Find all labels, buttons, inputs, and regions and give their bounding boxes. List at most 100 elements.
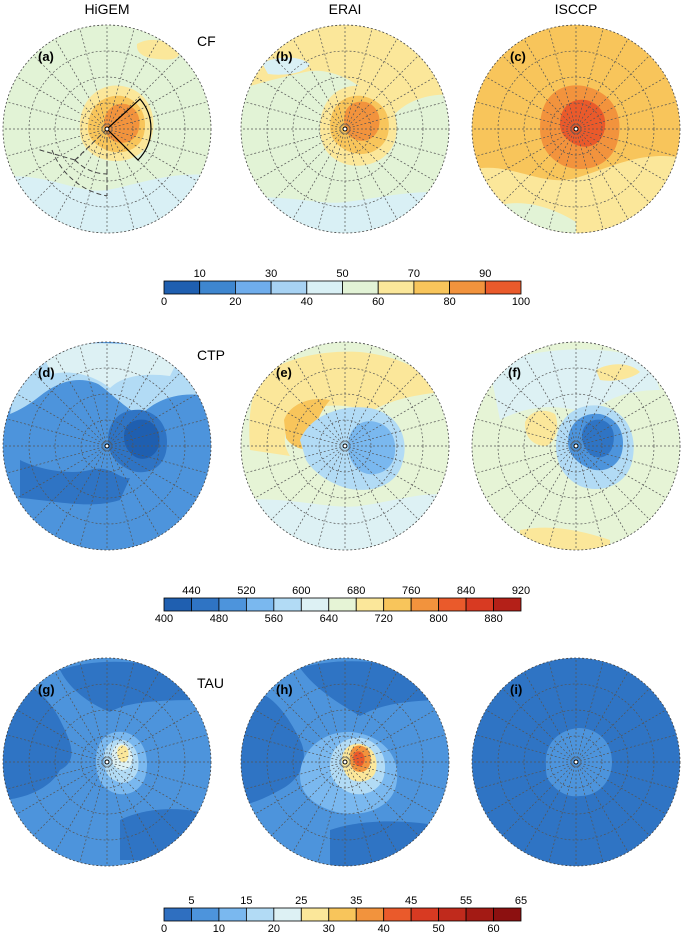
row-label-cf: CF	[197, 33, 216, 49]
ctp-colorbar-lower-tick-5: 800	[429, 613, 447, 625]
tau-colorbar-lower-tick-0: 0	[161, 923, 167, 935]
panel-g-pole	[104, 759, 110, 765]
ctp-colorbar-segment-0	[163, 597, 192, 612]
ctp-colorbar-segment-10	[438, 597, 467, 612]
panel-h-label: (h)	[276, 682, 293, 697]
panel-h-grid	[241, 658, 449, 866]
panel-d-contour-min	[124, 419, 160, 459]
panel-d-rim	[2, 341, 212, 551]
tau-colorbar-upper-tick-1: 15	[240, 895, 252, 907]
tau-colorbar-lower-tick-6: 60	[487, 923, 499, 935]
cf-colorbar-segment-9	[484, 280, 522, 295]
ctp-colorbar-upper-tick-6: 920	[512, 585, 530, 597]
tau-colorbar-segment-5	[300, 907, 330, 922]
panel-d-spiral-arm	[20, 460, 130, 505]
panel-f-yellow-patch-ne	[596, 364, 640, 381]
panel-e-orange-patch	[284, 398, 330, 450]
column-header-isccp: ISCCP	[555, 1, 598, 17]
panel-i-label: (i)	[510, 682, 522, 697]
tau-colorbar-segment-8	[383, 907, 412, 922]
colorbar-cf: 0 10 20 30 40 50 60 70 80 90 100	[161, 268, 530, 308]
tau-colorbar-segment-4	[273, 907, 302, 922]
panel-a-cf-higem: (a)	[2, 24, 212, 234]
panel-g-darker-south	[120, 809, 211, 860]
tau-colorbar-segment-6	[328, 907, 357, 922]
panel-c-grid	[472, 25, 680, 233]
ctp-colorbar-lower-tick-2: 560	[265, 613, 283, 625]
tau-colorbar-lower-tick-2: 20	[268, 923, 280, 935]
ctp-colorbar-lower-tick-1: 480	[210, 613, 228, 625]
panel-h-contour-max	[353, 751, 365, 767]
cf-colorbar-segment-7	[413, 280, 450, 295]
ctp-colorbar-upper-tick-2: 600	[292, 585, 310, 597]
colorbar-tau: 0 5 10 15 20 25 30 35 40 45 50 55 60 65	[161, 895, 527, 935]
cf-colorbar-lower-tick-1: 20	[229, 296, 241, 308]
ctp-colorbar-lower-tick-0: 400	[155, 613, 173, 625]
panel-e-label: (e)	[276, 365, 292, 380]
panel-b-label: (b)	[276, 49, 293, 64]
panel-e-pole	[342, 443, 348, 449]
cf-colorbar-segment-2	[234, 280, 272, 295]
cf-colorbar-upper-tick-0: 10	[194, 268, 206, 280]
cf-colorbar-upper-tick-1: 30	[265, 268, 277, 280]
ctp-colorbar-segment-2	[218, 597, 247, 612]
ctp-colorbar-segment-3	[245, 597, 275, 612]
panel-b-north-band	[241, 25, 449, 118]
tau-colorbar-upper-tick-4: 45	[405, 895, 417, 907]
panel-b-patch-nw	[262, 57, 310, 75]
panel-i-pole	[573, 759, 579, 765]
panel-g-label: (g)	[38, 682, 55, 697]
panel-c-rim	[471, 24, 681, 234]
panel-b-rim	[240, 24, 450, 234]
tau-colorbar-upper-tick-6: 65	[515, 895, 527, 907]
tau-colorbar-segment-9	[410, 907, 440, 922]
cf-colorbar-segment-6	[377, 280, 415, 295]
panel-a-label: (a)	[38, 49, 54, 64]
tau-colorbar-lower-tick-4: 40	[378, 923, 390, 935]
panel-f-ctp-isccp: (f)	[471, 341, 681, 551]
cf-colorbar-lower-tick-0: 0	[161, 296, 167, 308]
tau-colorbar-segment-11	[465, 907, 494, 922]
panel-c-pole	[573, 126, 579, 132]
ctp-colorbar-segment-1	[191, 597, 220, 612]
ctp-colorbar-upper-tick-4: 760	[402, 585, 420, 597]
tau-colorbar-upper-tick-2: 25	[295, 895, 307, 907]
cf-colorbar-segment-3	[270, 280, 308, 295]
ctp-colorbar-segment-7	[355, 597, 385, 612]
panel-h-pole	[342, 759, 348, 765]
tau-colorbar-lower-tick-1: 10	[213, 923, 225, 935]
panel-f-rim	[471, 341, 681, 551]
panel-i-rim	[471, 657, 681, 867]
panel-b-cf-erai: (b)	[240, 24, 450, 234]
tau-colorbar-lower-tick-3: 30	[323, 923, 335, 935]
ctp-colorbar-segment-11	[465, 597, 494, 612]
tau-colorbar-segment-1	[191, 907, 220, 922]
tau-colorbar-segment-7	[355, 907, 385, 922]
tau-colorbar-segment-10	[438, 907, 467, 922]
panel-b-grid	[241, 25, 449, 233]
panel-a-dashed-sector	[39, 128, 108, 197]
row-label-tau: TAU	[197, 675, 224, 691]
cf-colorbar-segment-1	[199, 280, 236, 295]
panel-a-pole	[104, 126, 110, 132]
panel-f-label: (f)	[508, 365, 521, 380]
panel-g-contour-max	[117, 745, 129, 763]
ctp-colorbar-upper-tick-3: 680	[347, 585, 365, 597]
cf-colorbar-segment-4	[306, 280, 343, 295]
panel-d-label: (d)	[38, 365, 55, 380]
panel-g-rim	[2, 657, 212, 867]
colorbar-ctp: 400 440 480 520 560 600 640 680 720 760 800 840 880 9…	[155, 585, 530, 625]
panel-d-pole	[104, 443, 110, 449]
cf-colorbar-lower-tick-5: 100	[512, 296, 530, 308]
row-label-ctp: CTP	[197, 347, 225, 363]
panel-b-pole	[342, 126, 348, 132]
panel-g-tau-higem: (g)	[2, 657, 212, 867]
panel-f-contour-min	[582, 419, 614, 458]
ctp-colorbar-segment-8	[383, 597, 412, 612]
panel-d-upper-pale	[40, 343, 180, 388]
column-header-higem: HiGEM	[84, 1, 129, 17]
cf-colorbar-segment-5	[342, 280, 379, 295]
panel-f-yellow-bottom	[520, 527, 610, 550]
cf-colorbar-upper-tick-2: 50	[336, 268, 348, 280]
